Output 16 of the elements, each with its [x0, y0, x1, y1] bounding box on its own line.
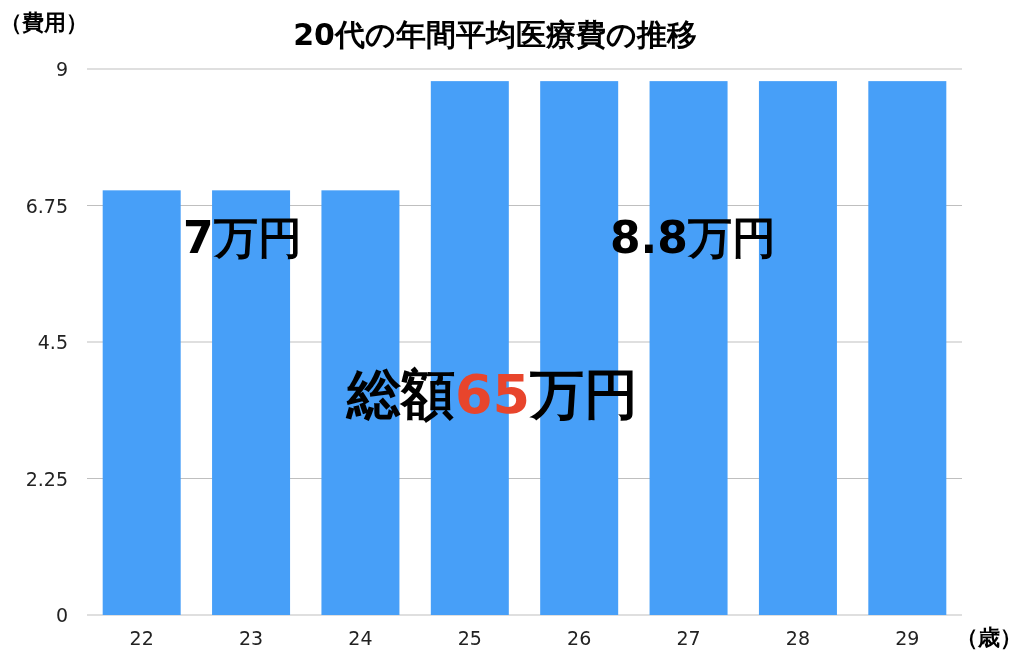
x-tick-label: 25: [457, 627, 482, 649]
y-tick-label: 4.5: [37, 331, 68, 353]
y-axis-title: （費用）: [0, 10, 88, 35]
y-tick-label: 6.75: [25, 194, 68, 217]
chart-title: 20代の年間平均医療費の推移: [293, 17, 697, 52]
x-tick-label: 22: [129, 627, 154, 649]
x-tick-label: 26: [567, 627, 592, 649]
x-tick-label: 27: [676, 627, 701, 649]
x-axis-title: （歳）: [956, 625, 1022, 650]
x-tick-label: 23: [238, 627, 264, 649]
x-tick-label: 28: [785, 627, 811, 649]
y-tick-label: 0: [55, 604, 68, 626]
x-tick-label: 24: [348, 627, 373, 649]
y-tick-label: 2.25: [25, 467, 68, 490]
y-tick-label: 9: [55, 58, 68, 80]
x-tick-label: 29: [895, 627, 920, 649]
